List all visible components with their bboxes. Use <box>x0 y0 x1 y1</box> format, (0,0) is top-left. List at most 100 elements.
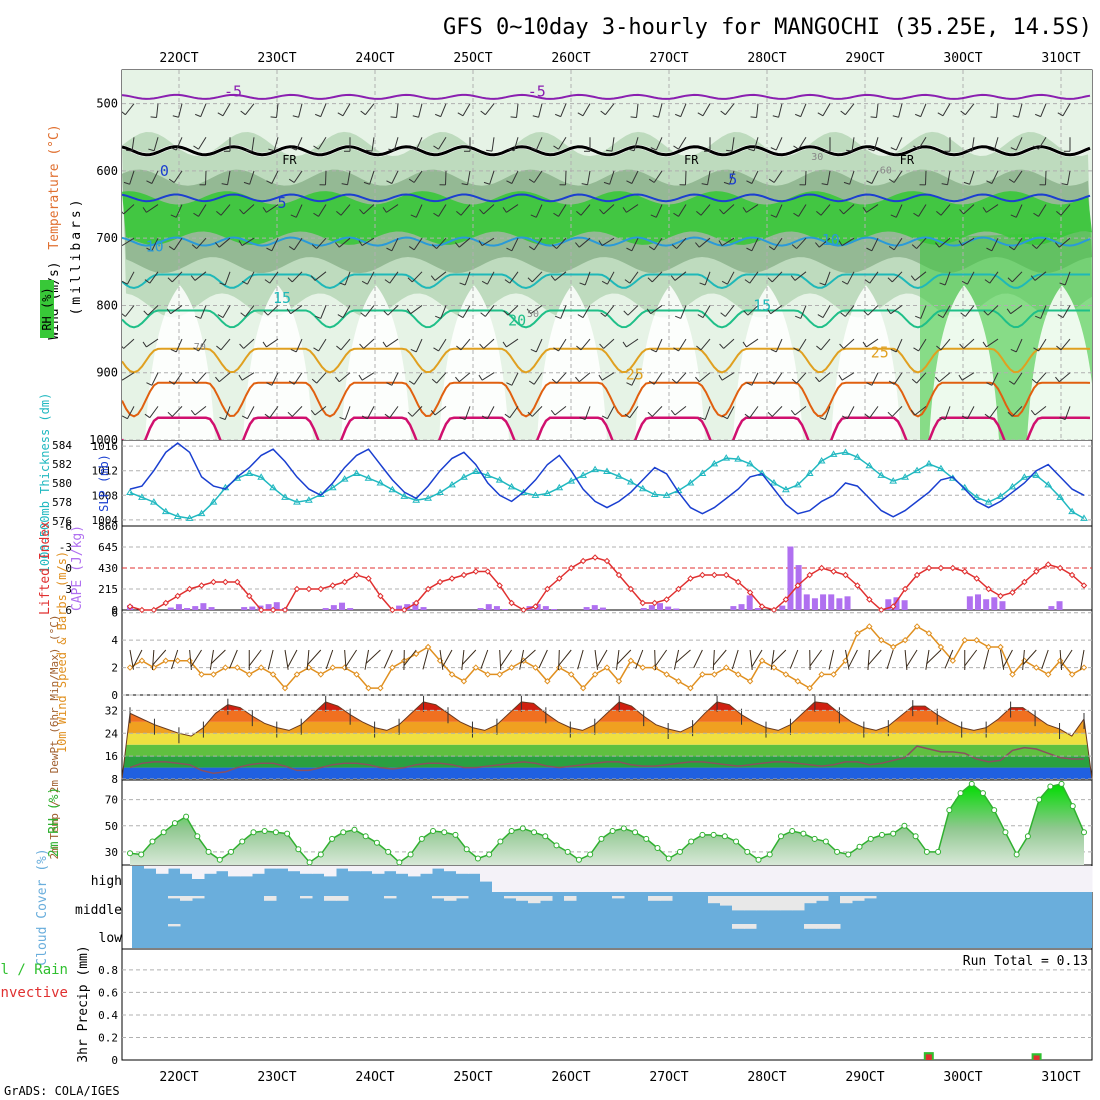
wind-barb <box>313 204 327 217</box>
thickness-line-point <box>698 469 707 476</box>
thickness-line-point <box>364 474 373 481</box>
wind-barb <box>457 103 471 117</box>
y-tick: 0.4 <box>98 1009 118 1022</box>
rh-line-point <box>205 848 212 855</box>
wind-barb <box>911 372 927 384</box>
thickness-line-point <box>1056 493 1065 500</box>
wind-speed-line-point <box>353 671 360 678</box>
wind-barb-10m <box>731 649 739 670</box>
thickness-line-point <box>889 477 898 484</box>
wind-barb <box>384 406 399 419</box>
lifted-index-line-point <box>234 578 241 586</box>
wind-barb <box>670 271 687 281</box>
middle-cloud-cell <box>732 896 745 911</box>
wind-barb <box>290 137 303 151</box>
wind-barb <box>1030 405 1047 416</box>
precip-convective-legend: Convective <box>0 985 68 1001</box>
lifted-index-line-point <box>544 585 551 593</box>
wind-barb <box>408 170 423 183</box>
wind-barb <box>577 305 591 319</box>
lifted-index-line-point <box>663 596 670 603</box>
y-tick: 32 <box>105 704 118 717</box>
high-cloud-cell <box>168 866 181 869</box>
high-cloud-cell <box>780 866 793 892</box>
high-cloud-cell <box>528 866 541 892</box>
wind-barb <box>791 237 807 249</box>
rh-line-point <box>688 838 695 845</box>
cape-bar <box>975 594 981 610</box>
rh-contour-label: 50 <box>527 309 539 320</box>
high-cloud-cell <box>516 866 529 892</box>
wind-barb <box>960 305 975 317</box>
lifted-index-line-point <box>1056 564 1064 572</box>
high-cloud-cell <box>816 866 829 892</box>
cape-bar <box>265 604 272 610</box>
lifted-index-line-point <box>997 592 1004 600</box>
wind-speed-line-point <box>234 664 241 671</box>
wind-barb <box>966 137 975 152</box>
x-tick-top: 24OCT <box>355 51 394 66</box>
rh-dry-column <box>635 285 705 440</box>
middle-cloud-cell <box>756 896 769 911</box>
thickness-line-point <box>388 485 397 493</box>
lifted-index-line-point <box>806 571 813 579</box>
high-cloud-cell <box>624 866 637 892</box>
wind-barb <box>959 204 975 215</box>
wind-barb <box>598 237 615 247</box>
wind-barb <box>770 137 783 151</box>
high-cloud-cell <box>1056 866 1069 892</box>
high-cloud-cell <box>348 866 361 872</box>
cape-bar <box>657 603 663 610</box>
wind-barb <box>772 103 783 118</box>
wind-barb <box>526 305 543 315</box>
thickness-line-point <box>746 459 754 467</box>
wind-barb <box>577 103 591 117</box>
wind-barb <box>286 305 303 315</box>
wind-speed-line-point <box>508 664 515 671</box>
rh-contour-label: 60 <box>880 166 892 177</box>
rh-dry-column <box>1027 285 1092 440</box>
wind-barb-10m <box>712 649 715 670</box>
rh-line-point <box>138 851 145 858</box>
wind-barb <box>601 271 615 285</box>
wind-barb <box>744 271 759 284</box>
lifted-index-line-point <box>901 585 909 593</box>
temperature-legend-label: Temperature (°C) <box>47 124 62 249</box>
rh-line-point <box>923 848 930 855</box>
wind-barb <box>502 204 519 213</box>
cape-bar <box>420 607 427 610</box>
wind-barb <box>382 338 399 348</box>
wind-barb <box>433 338 447 352</box>
temp-axis-title: 2m Temp / 2m DewPt (6hr Min/Max) (°C) <box>48 614 61 859</box>
wind-barb <box>959 338 975 349</box>
thickness-line-point <box>662 491 671 498</box>
wind-barb-10m <box>500 649 513 667</box>
wind-barb <box>746 237 759 252</box>
wind-barb <box>530 137 543 151</box>
wind-barb <box>988 137 999 152</box>
wind-barb <box>648 237 663 251</box>
middle-cloud-cell <box>768 896 781 911</box>
wind-barb <box>770 204 783 218</box>
wind-barb <box>527 406 543 417</box>
wind-barb <box>431 372 447 384</box>
rh-line-point <box>710 831 717 838</box>
rh-line-point <box>878 831 885 838</box>
rh-saturated-patch <box>289 602 333 638</box>
wind-barb <box>486 137 495 152</box>
y-tick: -6 <box>59 520 72 533</box>
middle-cloud-cell <box>744 896 757 911</box>
middle-cloud-cell <box>804 896 817 904</box>
wind-barb <box>944 137 951 152</box>
high-cloud-cell <box>840 866 853 892</box>
wind-speed-line-point <box>484 671 491 678</box>
precip-frame <box>121 948 1093 1061</box>
cape-bar <box>273 602 280 610</box>
wind-barb <box>339 406 351 420</box>
thickness-line-point <box>126 488 134 496</box>
wind-barb <box>122 338 135 349</box>
wind-barb <box>241 271 255 285</box>
rh-area <box>130 783 1084 865</box>
wind-speed-line-point <box>269 671 277 678</box>
wind-speed-line-point <box>806 684 813 692</box>
